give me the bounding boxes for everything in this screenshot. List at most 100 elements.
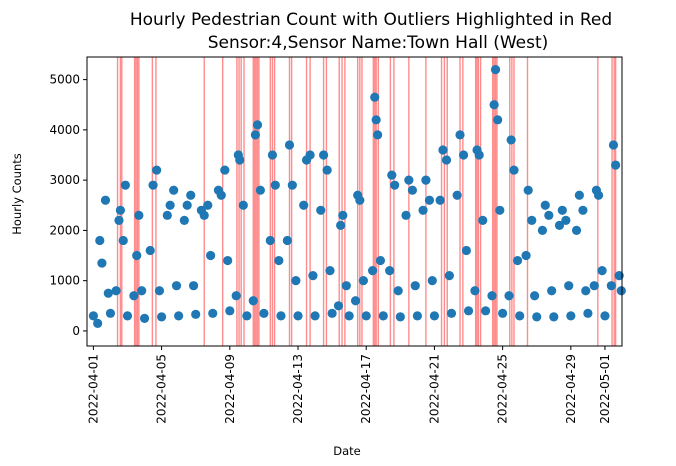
x-tick-label: 2022-05-01 (598, 354, 612, 424)
data-point (186, 190, 196, 200)
data-point (157, 312, 167, 322)
data-point (608, 140, 619, 150)
data-point (418, 205, 428, 215)
data-point (105, 308, 116, 318)
data-point (100, 195, 111, 205)
x-tick-label: 2022-04-29 (564, 354, 578, 424)
chart-title-line1: Hourly Pedestrian Count with Outliers Hi… (130, 10, 612, 30)
data-point (165, 200, 175, 210)
data-point (208, 308, 218, 318)
x-axis-label: Date (333, 444, 361, 458)
data-point (527, 215, 537, 225)
y-tick-label: 3000 (49, 173, 80, 187)
x-tick-label: 2022-04-01 (86, 354, 100, 424)
data-point (182, 200, 192, 210)
data-point (293, 311, 303, 321)
data-point (310, 311, 320, 321)
data-point (344, 311, 354, 321)
data-point (530, 291, 540, 301)
data-point (470, 286, 480, 296)
data-point (506, 135, 516, 145)
data-point (438, 145, 448, 155)
data-point (578, 205, 588, 215)
data-point (274, 255, 284, 266)
data-point (267, 150, 278, 160)
data-point (287, 180, 297, 190)
data-point (252, 120, 263, 130)
data-point (322, 165, 332, 175)
data-point (137, 286, 147, 296)
plot-frame (86, 56, 623, 347)
data-point (255, 185, 265, 195)
data-point (270, 180, 280, 190)
data-point (557, 205, 567, 215)
data-point (532, 312, 542, 322)
data-point (370, 92, 380, 102)
data-point (129, 291, 139, 301)
x-tick-label: 2022-04-05 (155, 354, 169, 424)
data-point (336, 220, 346, 230)
data-point (401, 210, 411, 220)
data-point (154, 286, 165, 296)
y-tick-label: 2000 (49, 223, 80, 237)
data-point (203, 200, 213, 210)
data-point (547, 286, 557, 296)
data-point (489, 100, 499, 110)
data-point (407, 185, 418, 195)
y-tick-label: 1000 (49, 274, 80, 288)
data-point (444, 271, 454, 281)
data-point (358, 276, 368, 286)
data-point (174, 311, 184, 321)
plot-area: 0 1000 2000 3000 4000 5000 2022-04-01 2022-04-0… (49, 56, 626, 424)
data-point (291, 276, 301, 286)
data-point (305, 150, 315, 160)
data-point (375, 255, 386, 266)
data-point (88, 311, 98, 321)
data-point (333, 301, 344, 311)
data-point (250, 130, 260, 140)
data-point (327, 308, 337, 318)
data-point (523, 185, 533, 195)
data-point (350, 296, 361, 306)
data-point (148, 180, 158, 190)
data-point (544, 210, 554, 220)
data-point (474, 150, 484, 160)
data-point (318, 150, 329, 160)
data-point (537, 225, 548, 235)
data-point (265, 235, 275, 246)
data-point (199, 210, 209, 220)
data-point (478, 215, 488, 225)
data-point (493, 115, 503, 125)
data-point (606, 281, 616, 291)
data-point (566, 311, 576, 321)
data-point (564, 281, 574, 291)
data-point (540, 200, 550, 210)
chart-title-line2: Sensor:4,Sensor Name:Town Hall (West) (208, 33, 549, 53)
data-point (390, 180, 400, 190)
data-point (593, 190, 604, 200)
data-point (412, 311, 422, 321)
data-point (583, 308, 593, 318)
y-tick-label: 4000 (49, 123, 80, 137)
data-point (162, 210, 172, 220)
data-point (504, 291, 514, 301)
y-axis-label: Hourly Counts (10, 153, 24, 235)
data-point (509, 165, 519, 175)
data-point (446, 308, 457, 318)
data-point (480, 306, 491, 316)
data-point (220, 165, 230, 175)
data-point (429, 311, 440, 321)
data-point (385, 266, 395, 276)
data-point (549, 312, 559, 322)
data-point (441, 155, 452, 165)
data-point (487, 291, 497, 301)
data-point (458, 150, 469, 160)
data-point (616, 286, 626, 296)
data-point (216, 190, 226, 200)
data-point (238, 200, 248, 210)
data-point (404, 175, 414, 185)
data-point (231, 291, 241, 301)
x-tick-label: 2022-04-09 (223, 354, 237, 424)
data-point (276, 311, 286, 321)
data-point (490, 64, 501, 75)
